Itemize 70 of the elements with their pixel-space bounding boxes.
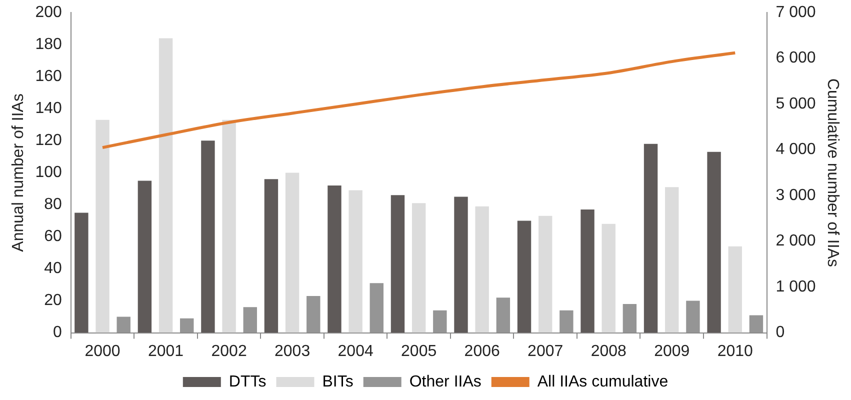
bar [180, 318, 194, 333]
bar [116, 316, 130, 333]
y-tick-label: 100 [35, 164, 62, 182]
x-tick-label: 2003 [274, 342, 310, 360]
y-tick-label: 140 [35, 100, 62, 118]
x-tick-label: 2000 [84, 342, 120, 360]
bar [686, 300, 700, 333]
bar [665, 187, 679, 333]
y2-axis-title: Cumulative number of IIAs [824, 78, 841, 267]
y-tick-label: 60 [44, 228, 62, 246]
legend-label: BITs [322, 373, 354, 390]
bar [390, 195, 405, 333]
bar [517, 220, 532, 333]
bar [496, 298, 510, 333]
x-tick-label: 2001 [148, 342, 184, 360]
x-tick-label: 2002 [211, 342, 247, 360]
y-tick-label: 0 [52, 324, 62, 342]
bar [433, 310, 447, 333]
y2-tick-label: 2 000 [776, 232, 816, 250]
y2-tick-label: 6 000 [776, 50, 816, 67]
y2-tick-label: 5 000 [776, 95, 816, 112]
bar [328, 186, 342, 333]
bar [728, 246, 742, 333]
bar [348, 190, 362, 333]
y2-tick-label: 1 000 [776, 278, 816, 296]
bar [158, 38, 173, 333]
y-tick-label: 20 [44, 292, 62, 310]
bar [138, 180, 152, 333]
legend-label: DTTs [228, 373, 266, 390]
y-tick-label: 160 [35, 68, 62, 86]
bar [243, 307, 257, 333]
line-series [101, 51, 737, 150]
bar [285, 172, 300, 333]
y2-tick-label: 7 000 [776, 4, 816, 22]
y-tick-label: 120 [35, 132, 62, 150]
bar [644, 144, 658, 333]
y2-tick-label: 4 000 [776, 141, 816, 158]
bar [370, 283, 384, 333]
y-tick-label: 200 [35, 4, 62, 22]
bar [412, 203, 426, 333]
x-tick-label: 2009 [654, 342, 690, 360]
bar [560, 310, 574, 333]
x-tick-label: 2008 [590, 342, 627, 360]
bar [74, 212, 88, 333]
y-tick-label: 180 [35, 36, 62, 54]
y-axis-title: Annual number of IIAs [10, 94, 28, 252]
y-tick-label: 80 [44, 196, 62, 214]
y2-tick-label: 0 [776, 324, 785, 342]
y-tick-label: 40 [44, 260, 62, 278]
bar [264, 179, 278, 333]
x-tick-label: 2007 [528, 342, 564, 360]
legend-label: All IIAs cumulative [537, 373, 668, 390]
bar [475, 206, 489, 333]
bar [622, 304, 637, 333]
bar [96, 120, 110, 333]
bar [538, 216, 552, 333]
x-tick-label: 2010 [717, 342, 754, 360]
bar [306, 296, 320, 333]
bar [222, 120, 236, 333]
x-tick-label: 2004 [338, 342, 374, 360]
y2-tick-label: 3 000 [776, 186, 816, 204]
bar [602, 224, 616, 333]
bar [749, 315, 764, 333]
bar [201, 140, 215, 333]
x-tick-label: 2005 [401, 342, 437, 360]
x-tick-label: 2006 [464, 342, 500, 360]
bar [454, 196, 468, 333]
legend-label: Other IIAs [409, 373, 482, 390]
bar [707, 152, 721, 333]
bar [580, 210, 594, 333]
